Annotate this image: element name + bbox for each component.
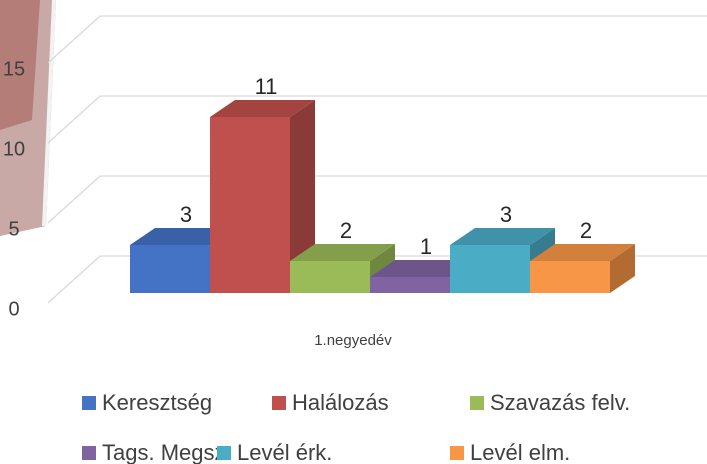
legend-swatch bbox=[450, 446, 464, 460]
y-tick-label: 0 bbox=[8, 298, 19, 320]
bar-top bbox=[370, 260, 475, 277]
legend-label: Levél érk. bbox=[237, 440, 332, 464]
legend-swatch bbox=[272, 396, 286, 410]
bar-front bbox=[130, 245, 210, 293]
bar-front bbox=[450, 245, 530, 293]
value-label: 3 bbox=[500, 202, 512, 227]
grid-line bbox=[47, 15, 707, 64]
legend-label: Szavazás felv. bbox=[490, 390, 630, 415]
bar-top bbox=[130, 228, 235, 245]
legend-swatch bbox=[82, 396, 96, 410]
legend-swatch bbox=[217, 446, 231, 460]
bar-top bbox=[530, 244, 635, 261]
y-tick-label: 5 bbox=[8, 218, 19, 240]
value-label: 11 bbox=[255, 74, 278, 99]
grid-line bbox=[47, 175, 707, 224]
x-tick-label: 1.negyedév bbox=[314, 332, 392, 349]
y-tick-label: 10 bbox=[3, 138, 25, 160]
value-label: 2 bbox=[340, 218, 352, 243]
value-label: 3 bbox=[180, 202, 192, 227]
bar-front bbox=[210, 117, 290, 293]
value-label: 1 bbox=[420, 234, 432, 259]
bar-front bbox=[290, 261, 370, 293]
photo bbox=[0, 0, 56, 236]
bar-top bbox=[290, 244, 395, 261]
y-tick-label: 15 bbox=[3, 58, 25, 80]
bar-side bbox=[290, 100, 315, 293]
grid-line bbox=[47, 95, 707, 144]
bar-front bbox=[370, 277, 450, 293]
value-label: 2 bbox=[580, 218, 592, 243]
bar-front bbox=[530, 261, 610, 293]
legend-label: Levél elm. bbox=[470, 440, 570, 464]
legend-swatch bbox=[470, 396, 484, 410]
legend-swatch bbox=[82, 446, 96, 460]
legend-label: Tags. Megsz. bbox=[102, 440, 232, 464]
bar-top bbox=[210, 100, 315, 117]
bar-top bbox=[450, 228, 555, 245]
bar-side bbox=[610, 244, 635, 293]
legend-label: Keresztség bbox=[102, 390, 212, 415]
legend-label: Halálozás bbox=[292, 390, 389, 415]
